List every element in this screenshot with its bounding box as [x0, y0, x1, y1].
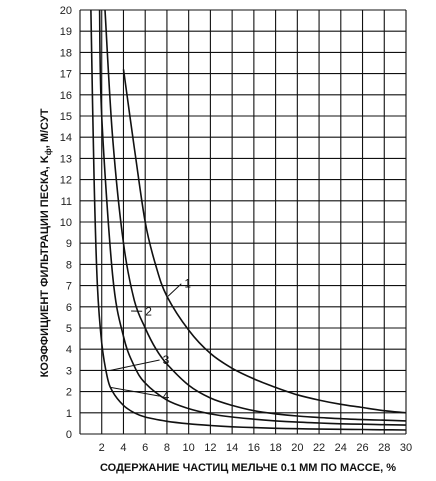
- x-tick-label: 28: [378, 442, 390, 454]
- y-tick-label: 12: [60, 175, 72, 187]
- chart-series-layer: [90, 10, 406, 431]
- x-tick-label: 4: [120, 442, 126, 454]
- curve-leader-4: [110, 386, 160, 397]
- x-axis-title: СОДЕРЖАНИЕ ЧАСТИЦ МЕЛЬЧЕ 0.1 ММ ПО МАССЕ…: [100, 462, 396, 474]
- y-tick-label: 7: [66, 281, 72, 293]
- series-line-3: [98, 10, 406, 426]
- x-tick-label: 26: [356, 442, 368, 454]
- y-axis-title: КОЭФФИЦИЕНТ ФИЛЬТРАЦИИ ПЕСКА, Kф, М/СУТ: [39, 108, 53, 377]
- y-tick-label: 1: [66, 408, 72, 420]
- x-tick-label: 2: [99, 442, 105, 454]
- chart-grid: [79, 9, 407, 435]
- curve-label-2: 2: [145, 304, 152, 318]
- x-tick-label: 30: [400, 442, 412, 454]
- x-tick-label: 24: [335, 442, 347, 454]
- x-tick-label: 8: [164, 442, 170, 454]
- y-tick-label: 20: [60, 5, 72, 17]
- curve-label-1: 1: [184, 277, 191, 291]
- x-tick-label: 22: [313, 442, 325, 454]
- series-line-1: [122, 69, 406, 414]
- y-tick-label: 18: [60, 47, 72, 59]
- y-tick-label: 0: [66, 429, 72, 441]
- y-tick-label: 13: [60, 153, 72, 165]
- y-tick-label: 4: [66, 344, 72, 356]
- y-tick-label: 3: [66, 365, 72, 377]
- x-tick-label: 12: [204, 442, 216, 454]
- y-tick-label: 14: [60, 132, 72, 144]
- series-line-2: [104, 10, 406, 422]
- y-tick-label: 15: [60, 111, 72, 123]
- y-tick-label: 6: [66, 302, 72, 314]
- curve-label-4: 4: [163, 389, 170, 403]
- chart-curve-labels: 1 2 3 4: [110, 277, 191, 403]
- y-axis-title-unit: , М/СУТ: [39, 108, 51, 148]
- y-tick-label: 9: [66, 238, 72, 250]
- x-tick-label: 6: [142, 442, 148, 454]
- curve-label-3: 3: [163, 353, 170, 367]
- y-tick-label: 17: [60, 69, 72, 81]
- y-tick-label: 19: [60, 26, 72, 38]
- y-tick-label: 11: [61, 196, 72, 208]
- y-tick-label: 8: [66, 259, 72, 271]
- x-tick-label: 20: [291, 442, 303, 454]
- x-tick-label: 14: [226, 442, 238, 454]
- y-axis-title-subscript: ф: [44, 148, 53, 155]
- series-line-4: [90, 10, 406, 431]
- x-tick-label: 18: [269, 442, 281, 454]
- y-tick-label: 10: [60, 217, 72, 229]
- y-tick-label: 2: [66, 387, 72, 399]
- x-tick-label: 10: [183, 442, 195, 454]
- curve-leader-1: [167, 283, 182, 297]
- curve-leader-3: [110, 359, 160, 371]
- y-tick-label: 5: [66, 323, 72, 335]
- y-tick-label: 16: [60, 90, 72, 102]
- x-tick-label: 16: [248, 442, 260, 454]
